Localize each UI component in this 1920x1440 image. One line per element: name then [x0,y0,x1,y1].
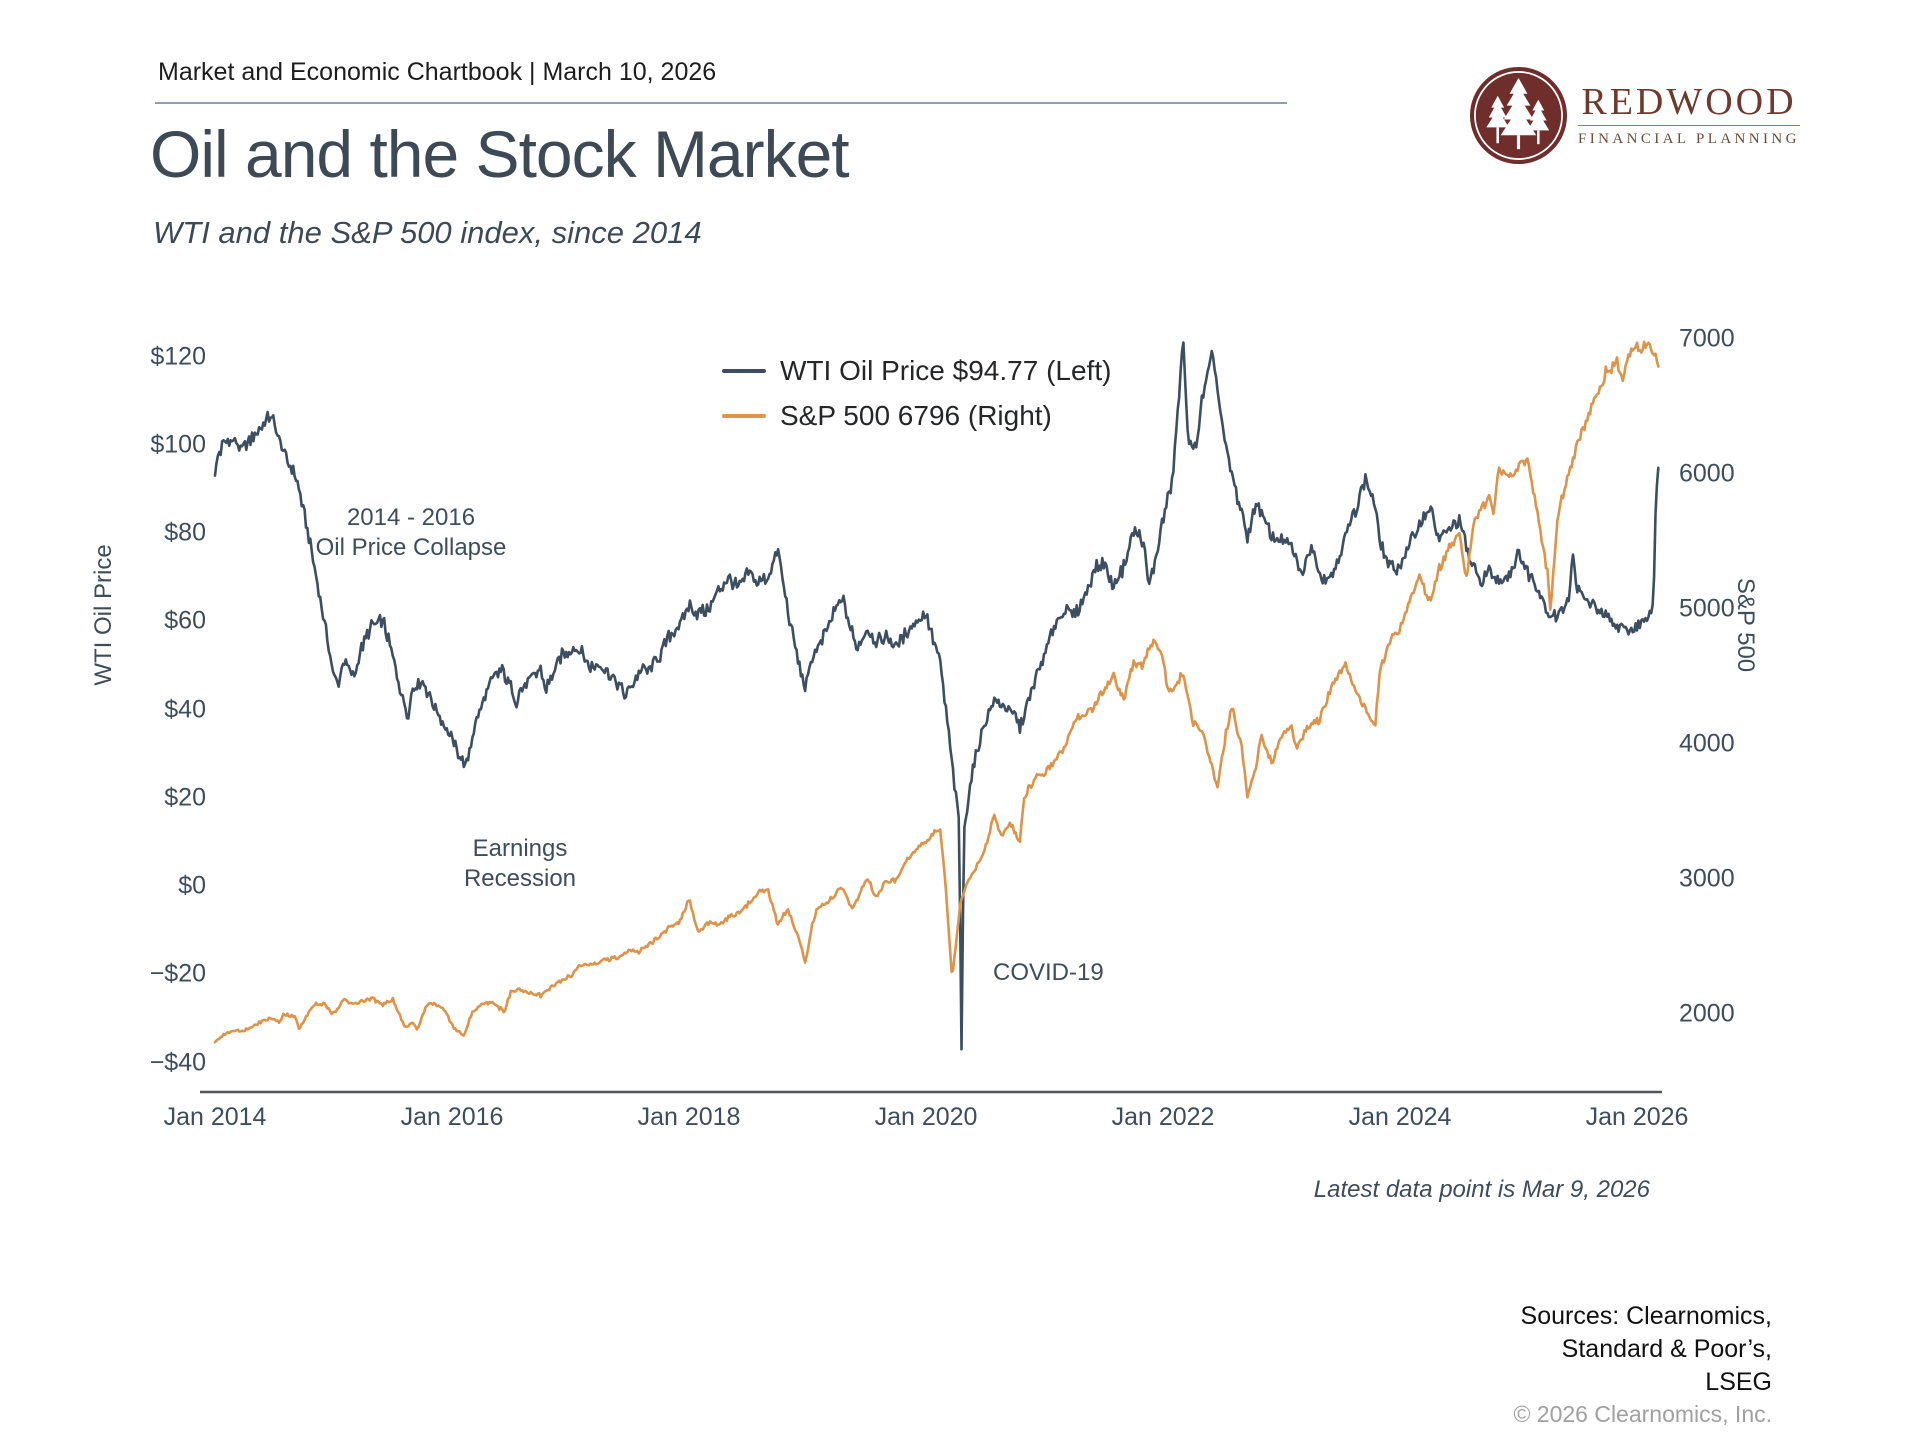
y-left-tick-120: $120 [150,342,206,370]
legend-swatch-wti [722,368,766,373]
legend-item-sp500: S&P 500 6796 (Right) [722,393,1111,438]
y-left-tick-60: $60 [164,606,206,635]
copyright-label: © 2026 Clearnomics, Inc. [1513,1401,1772,1427]
legend-label-sp500: S&P 500 6796 (Right) [780,399,1052,431]
x-tick-2016: Jan 2016 [400,1103,504,1131]
redwood-logo: REDWOOD FINANCIAL PLANNING [1469,66,1800,165]
y-right-tick-2000: 2000 [1679,999,1735,1028]
left-axis-title: WTI Oil Price [90,544,117,686]
sp500-line [213,340,1660,1044]
sources-line-3: LSEG [1705,1368,1772,1396]
annotation-covid-19: COVID-19 [993,959,1104,986]
y-right-tick-5000: 5000 [1679,594,1735,623]
sources-block: Sources: Clearnomics, Standard & Poor’s,… [1513,1300,1772,1428]
y-left-tick-40: $40 [164,695,206,723]
annotation-earnings-recession: Earnings Recession [463,835,577,892]
latest-data-footnote: Latest data point is Mar 9, 2026 [1313,1176,1650,1203]
y-left-tick--20: −$20 [149,959,206,988]
y-right-tick-3000: 3000 [1679,864,1735,893]
annotation-oil-price-collapse: 2014 - 2016 Oil Price Collapse [315,504,507,561]
sources-line-2: Standard & Poor’s, [1561,1335,1772,1363]
right-axis-title: S&P 500 [1732,577,1759,673]
y-left-tick-0: $0 [178,871,206,900]
x-tick-2014: Jan 2014 [163,1103,267,1131]
y-left-tick-20: $20 [164,783,206,812]
y-left-tick--40: −$40 [149,1048,206,1076]
chart-legend: WTI Oil Price $94.77 (Left) S&P 500 6796… [722,348,1111,438]
y-right-tick-4000: 4000 [1679,729,1735,758]
header-divider [155,102,1287,104]
redwood-logo-icon [1469,66,1568,165]
logo-name: REDWOOD [1581,80,1797,123]
x-tick-2024: Jan 2024 [1348,1103,1452,1131]
page-subtitle: WTI and the S&P 500 index, since 2014 [153,215,702,250]
sources-line-1: Sources: Clearnomics, [1520,1302,1772,1330]
logo-tagline: FINANCIAL PLANNING [1578,125,1800,148]
wti-oil-price-line [213,341,1660,1051]
x-tick-2022: Jan 2022 [1111,1103,1215,1131]
x-tick-2026: Jan 2026 [1585,1103,1689,1131]
y-right-tick-7000: 7000 [1679,324,1735,353]
y-left-tick-100: $100 [150,430,206,459]
redwood-logo-text: REDWOOD FINANCIAL PLANNING [1578,80,1800,149]
y-right-tick-6000: 6000 [1679,459,1735,488]
chartbook-header-label: Market and Economic Chartbook | March 10… [158,58,717,86]
x-tick-2018: Jan 2018 [637,1103,741,1131]
legend-label-wti: WTI Oil Price $94.77 (Left) [780,354,1112,386]
legend-swatch-sp500 [722,413,766,418]
x-tick-2020: Jan 2020 [874,1103,978,1131]
legend-item-wti: WTI Oil Price $94.77 (Left) [722,348,1111,393]
pine-trees-icon [1486,77,1550,150]
y-left-tick-80: $80 [164,518,206,547]
page-title: Oil and the Stock Market [150,117,850,191]
